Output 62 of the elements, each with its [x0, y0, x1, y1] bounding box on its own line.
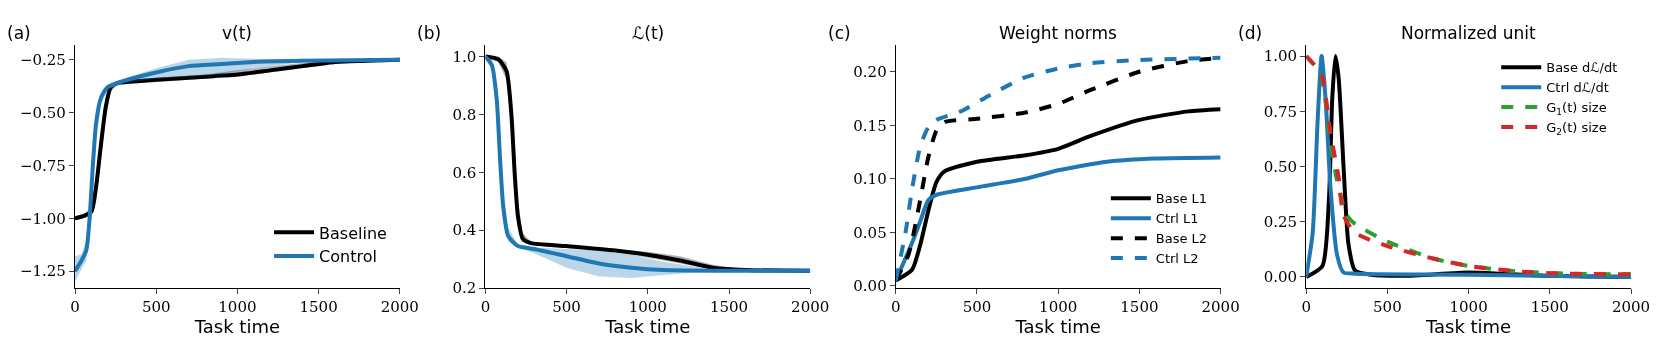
y-tick-label: 0.00	[1263, 268, 1298, 287]
x-tick-label: 2000	[791, 298, 830, 317]
legend-label: Base L2	[1155, 231, 1208, 247]
y-tick-label: 0.25	[1263, 212, 1298, 231]
text: (d)	[1238, 23, 1263, 43]
x-tick-label: 1000	[628, 298, 667, 317]
y-tick-label: −0.25	[19, 51, 66, 70]
y-tick-label: 0.8	[452, 105, 477, 124]
x-tick-label: 2000	[380, 298, 419, 317]
y-tick-label: 0.2	[452, 279, 477, 298]
y-tick-label: 0.75	[1263, 102, 1298, 121]
y-tick-label: 0.6	[452, 163, 477, 182]
x-tick-label: 500	[962, 298, 992, 317]
x-tick-label: 0	[480, 298, 491, 317]
x-tick-label: 2000	[1201, 298, 1240, 317]
y-tick-label: 0.4	[452, 221, 477, 240]
x-tick-label: 1500	[1120, 298, 1159, 317]
x-axis-title: Task time	[1014, 316, 1101, 338]
x-tick-label: 1500	[709, 298, 749, 317]
y-tick-label: 0.00	[853, 277, 887, 296]
x-axis-title: Task time	[604, 316, 691, 338]
legend-label: Ctrl L2	[1155, 251, 1199, 267]
legend-label: G$_{2}$(t) size	[1546, 120, 1607, 137]
legend-label: Baseline	[319, 223, 387, 243]
y-tick-label: 1.00	[1263, 47, 1298, 66]
x-tick-label: 1000	[218, 298, 257, 317]
chart-title: v(t)	[222, 23, 252, 43]
x-axis-title: Task time	[193, 316, 281, 338]
y-tick-label: 0.05	[853, 223, 887, 242]
chart-title: ℒ(t)	[632, 23, 665, 43]
legend-label: Ctrl dℒ/dt	[1546, 80, 1609, 96]
y-tick-label: 0.10	[853, 170, 887, 189]
text: (c)	[828, 23, 851, 43]
legend-label: Base dℒ/dt	[1546, 60, 1618, 76]
x-tick-label: 500	[141, 298, 171, 317]
y-tick-label: 0.20	[853, 63, 887, 82]
y-tick-label: −1.00	[19, 209, 66, 228]
y-tick-label: −1.25	[19, 262, 66, 281]
x-tick-label: 2000	[1611, 298, 1651, 317]
y-tick-label: 0.50	[1263, 157, 1298, 176]
x-tick-label: 0	[1301, 298, 1311, 317]
x-tick-label: 1500	[299, 298, 338, 317]
x-tick-label: 1000	[1039, 298, 1078, 317]
x-tick-label: 0	[891, 298, 901, 317]
legend-label: Base L1	[1155, 191, 1208, 207]
y-tick-label: −0.50	[19, 103, 66, 122]
x-tick-label: 1000	[1449, 298, 1488, 317]
y-tick-label: −0.75	[19, 156, 66, 175]
x-tick-label: 0	[70, 298, 80, 317]
legend-label: Ctrl L1	[1155, 211, 1199, 227]
x-axis-title: Task time	[1424, 316, 1512, 338]
chart-title: Weight norms	[999, 23, 1118, 43]
legend-label: G$_{1}$(t) size	[1546, 100, 1607, 117]
legend-label: Control	[319, 247, 377, 267]
text: (b)	[417, 23, 442, 43]
chart-title: Normalized unit	[1401, 23, 1537, 43]
x-tick-label: 500	[1373, 298, 1402, 317]
text: (a)	[7, 23, 31, 43]
y-tick-label: 0.15	[853, 116, 887, 135]
x-tick-label: 1500	[1530, 298, 1569, 317]
y-tick-label: 1.0	[452, 47, 477, 66]
x-tick-label: 500	[552, 298, 581, 317]
